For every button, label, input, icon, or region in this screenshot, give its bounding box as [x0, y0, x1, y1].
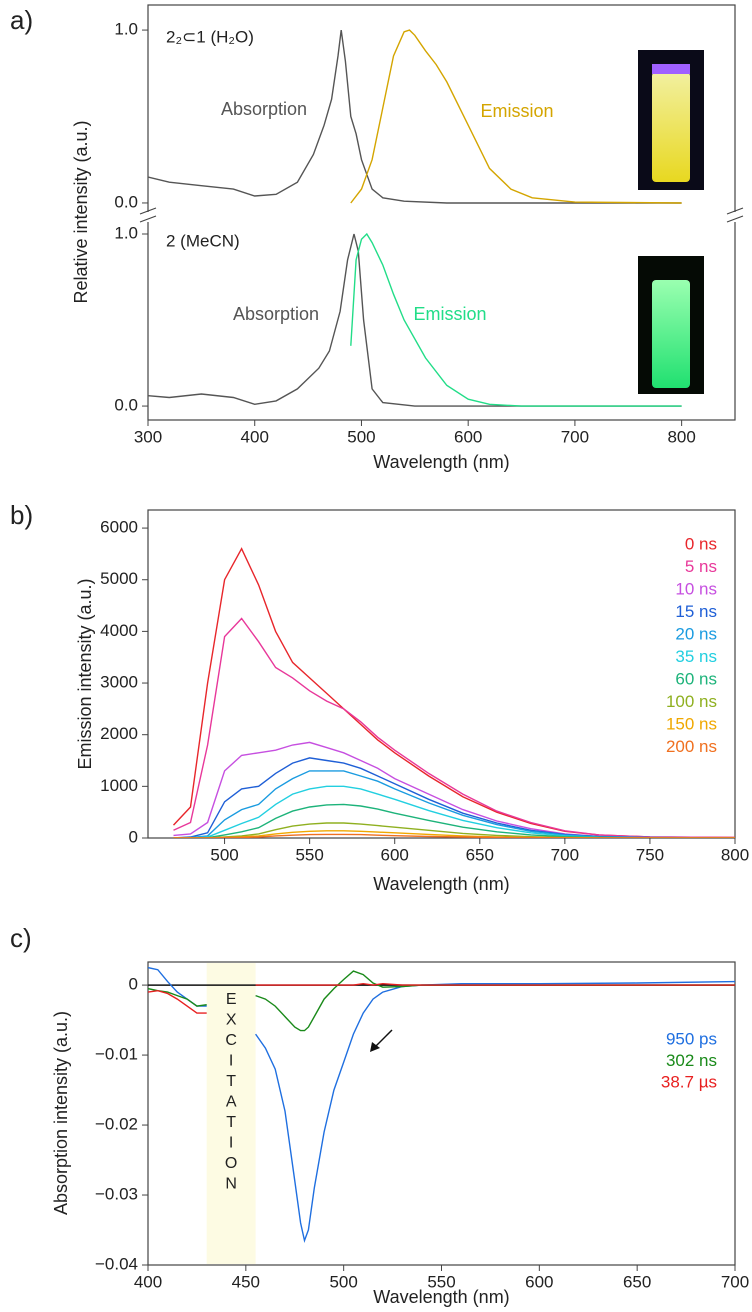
y-tick-label: −0.03: [95, 1185, 138, 1204]
legend-entry: 200 ns: [666, 737, 717, 756]
y-tick-label: −0.01: [95, 1045, 138, 1064]
x-tick-label: 800: [721, 845, 749, 864]
series-line: [350, 29, 682, 204]
panel-label: b): [10, 500, 33, 530]
legend-entry: 150 ns: [666, 714, 717, 733]
y-tick-label: 2000: [100, 724, 138, 743]
legend-entry: 35 ns: [675, 647, 717, 666]
x-tick-label: 700: [721, 1272, 749, 1291]
x-tick-label: 400: [241, 427, 269, 446]
y-tick-label: −0.04: [95, 1254, 138, 1273]
vial-cap: [652, 64, 690, 74]
vial: [652, 72, 690, 182]
legend-entry: 20 ns: [675, 624, 717, 643]
y-tick-label: 0.0: [114, 192, 138, 211]
y-tick-label: 0: [129, 827, 138, 846]
y-tick-label: −0.02: [95, 1115, 138, 1134]
series-line: [173, 617, 735, 838]
axis-break-mark: [139, 207, 744, 223]
series-label: Emission: [480, 101, 553, 121]
y-tick-label: 3000: [100, 673, 138, 692]
y-axis-label: Relative intensity (a.u.): [71, 120, 91, 303]
series-line: [148, 982, 735, 1014]
x-tick-label: 650: [466, 845, 494, 864]
legend-entry: 38.7 µs: [661, 1072, 717, 1091]
x-axis-label: Wavelength (nm): [373, 1287, 509, 1307]
x-tick-label: 500: [329, 1272, 357, 1291]
annotation-arrowhead: [370, 1042, 380, 1052]
y-tick-label: 1.0: [114, 20, 138, 39]
x-tick-label: 550: [427, 1272, 455, 1291]
y-tick-label: 0.0: [114, 396, 138, 415]
chart-title: 2 (MeCN): [166, 231, 240, 250]
y-tick-label: 4000: [100, 621, 138, 640]
y-axis-label: Emission intensity (a.u.): [75, 578, 95, 769]
series-label: Absorption: [233, 304, 319, 324]
series-line: [148, 233, 682, 407]
x-tick-label: 700: [561, 427, 589, 446]
y-tick-label: 5000: [100, 569, 138, 588]
series-label: Absorption: [221, 99, 307, 119]
chart-title: 2₂⊂1 (H₂O): [166, 27, 254, 46]
legend-entry: 10 ns: [675, 579, 717, 598]
series-line: [173, 741, 735, 838]
series-line: [173, 803, 735, 838]
excitation-band: [206, 963, 256, 1264]
x-tick-label: 500: [210, 845, 238, 864]
legend-entry: 60 ns: [675, 669, 717, 688]
series-line: [172, 547, 735, 838]
x-tick-label: 550: [295, 845, 323, 864]
series-line: [173, 785, 735, 838]
x-tick-label: 600: [381, 845, 409, 864]
x-tick-label: 600: [525, 1272, 553, 1291]
y-axis-label: Absorption intensity (a.u.): [51, 1011, 71, 1215]
panel-label: a): [10, 5, 33, 35]
y-tick-label: 6000: [100, 518, 138, 537]
x-axis-label: Wavelength (nm): [373, 874, 509, 894]
x-tick-label: 750: [636, 845, 664, 864]
y-tick-label: 1000: [100, 776, 138, 795]
x-tick-label: 400: [134, 1272, 162, 1291]
y-tick-label: 1.0: [114, 223, 138, 242]
legend-entry: 15 ns: [675, 602, 717, 621]
x-tick-label: 700: [551, 845, 579, 864]
series-line: [148, 30, 682, 204]
axis-break-gap: [725, 212, 745, 222]
series-label: Emission: [413, 304, 486, 324]
series-line: [173, 833, 735, 838]
legend-entry: 100 ns: [666, 692, 717, 711]
x-tick-label: 600: [454, 427, 482, 446]
legend-entry: 0 ns: [685, 534, 717, 553]
vial: [652, 280, 690, 388]
panel-label: c): [10, 923, 32, 953]
x-tick-label: 500: [347, 427, 375, 446]
x-tick-label: 800: [667, 427, 695, 446]
x-tick-label: 300: [134, 427, 162, 446]
x-axis-label: Wavelength (nm): [373, 452, 509, 472]
legend-entry: 950 ps: [666, 1029, 717, 1048]
series-line: [173, 757, 735, 838]
axis-break-gap: [138, 212, 158, 222]
annotation-arrow: [373, 1029, 393, 1049]
x-tick-label: 650: [623, 1272, 651, 1291]
x-tick-label: 450: [232, 1272, 260, 1291]
series-line: [350, 232, 682, 407]
plot-frame: [147, 509, 736, 839]
legend-entry: 302 ns: [666, 1051, 717, 1070]
series-line: [173, 770, 735, 838]
y-tick-label: 0: [129, 975, 138, 994]
legend-entry: 5 ns: [685, 557, 717, 576]
